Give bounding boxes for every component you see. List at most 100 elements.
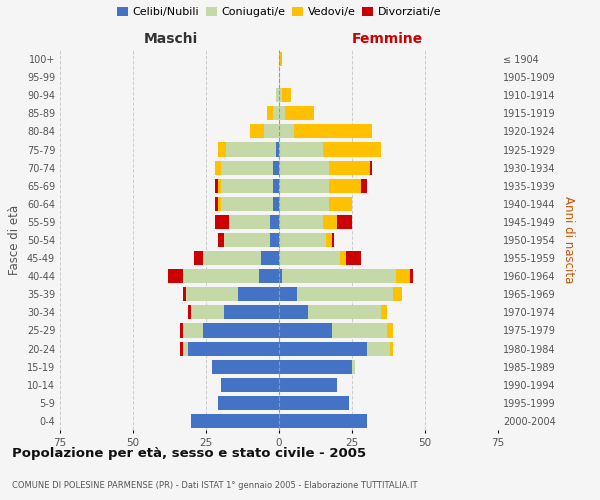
Bar [279, 251, 340, 265]
Y-axis label: Fasce di età: Fasce di età [8, 205, 21, 275]
Bar [279, 396, 349, 410]
Bar [262, 251, 279, 265]
Bar [279, 215, 323, 229]
Bar [279, 178, 329, 193]
Text: Femmine: Femmine [352, 32, 422, 46]
Bar [323, 142, 381, 156]
Bar [370, 160, 373, 174]
Bar [276, 142, 279, 156]
Bar [273, 178, 279, 193]
Text: COMUNE DI POLESINE PARMENSE (PR) - Dati ISTAT 1° gennaio 2005 - Elaborazione TUT: COMUNE DI POLESINE PARMENSE (PR) - Dati … [12, 480, 418, 490]
Bar [387, 324, 393, 338]
Bar [367, 342, 390, 355]
Bar [182, 287, 185, 302]
Bar [329, 178, 361, 193]
Bar [188, 342, 279, 355]
Bar [182, 342, 188, 355]
Bar [329, 160, 370, 174]
Bar [279, 160, 329, 174]
Bar [273, 197, 279, 211]
Bar [279, 414, 367, 428]
Bar [221, 197, 273, 211]
Bar [282, 88, 290, 102]
Bar [238, 287, 279, 302]
Bar [361, 178, 367, 193]
Bar [326, 233, 332, 247]
Legend: Celibi/Nubili, Coniugati/e, Vedovi/e, Divorziati/e: Celibi/Nubili, Coniugati/e, Vedovi/e, Di… [112, 2, 446, 22]
Bar [218, 233, 224, 247]
Bar [279, 233, 326, 247]
Bar [218, 197, 221, 211]
Bar [352, 360, 355, 374]
Bar [250, 124, 265, 138]
Text: Popolazione per età, sesso e stato civile - 2005: Popolazione per età, sesso e stato civil… [12, 448, 366, 460]
Bar [215, 215, 229, 229]
Bar [323, 215, 337, 229]
Bar [185, 287, 238, 302]
Bar [329, 197, 352, 211]
Bar [270, 215, 279, 229]
Bar [224, 306, 279, 320]
Bar [194, 251, 203, 265]
Bar [215, 178, 218, 193]
Bar [221, 160, 273, 174]
Bar [273, 160, 279, 174]
Bar [188, 306, 191, 320]
Bar [279, 124, 293, 138]
Bar [279, 88, 282, 102]
Bar [221, 178, 273, 193]
Bar [215, 197, 218, 211]
Bar [396, 269, 410, 283]
Text: Maschi: Maschi [144, 32, 198, 46]
Bar [218, 142, 226, 156]
Bar [308, 306, 381, 320]
Bar [296, 287, 393, 302]
Bar [270, 233, 279, 247]
Bar [279, 342, 367, 355]
Bar [229, 215, 270, 229]
Bar [191, 414, 279, 428]
Bar [212, 360, 279, 374]
Bar [279, 106, 285, 120]
Bar [393, 287, 401, 302]
Bar [279, 306, 308, 320]
Bar [332, 324, 387, 338]
Bar [182, 269, 259, 283]
Bar [337, 215, 352, 229]
Bar [182, 324, 203, 338]
Bar [221, 378, 279, 392]
Bar [279, 360, 352, 374]
Bar [381, 306, 387, 320]
Bar [168, 269, 182, 283]
Bar [282, 269, 396, 283]
Bar [285, 106, 314, 120]
Bar [279, 269, 282, 283]
Bar [203, 324, 279, 338]
Y-axis label: Anni di nascita: Anni di nascita [562, 196, 575, 284]
Bar [180, 324, 182, 338]
Bar [226, 142, 276, 156]
Bar [410, 269, 413, 283]
Bar [279, 287, 296, 302]
Bar [218, 396, 279, 410]
Bar [332, 233, 334, 247]
Bar [340, 251, 346, 265]
Bar [279, 378, 337, 392]
Bar [265, 124, 279, 138]
Bar [203, 251, 262, 265]
Bar [191, 306, 224, 320]
Bar [180, 342, 182, 355]
Bar [279, 52, 282, 66]
Bar [259, 269, 279, 283]
Bar [268, 106, 273, 120]
Bar [279, 197, 329, 211]
Bar [390, 342, 393, 355]
Bar [215, 160, 221, 174]
Bar [293, 124, 373, 138]
Bar [346, 251, 361, 265]
Bar [224, 233, 270, 247]
Bar [279, 324, 332, 338]
Bar [273, 106, 279, 120]
Bar [279, 142, 323, 156]
Bar [218, 178, 221, 193]
